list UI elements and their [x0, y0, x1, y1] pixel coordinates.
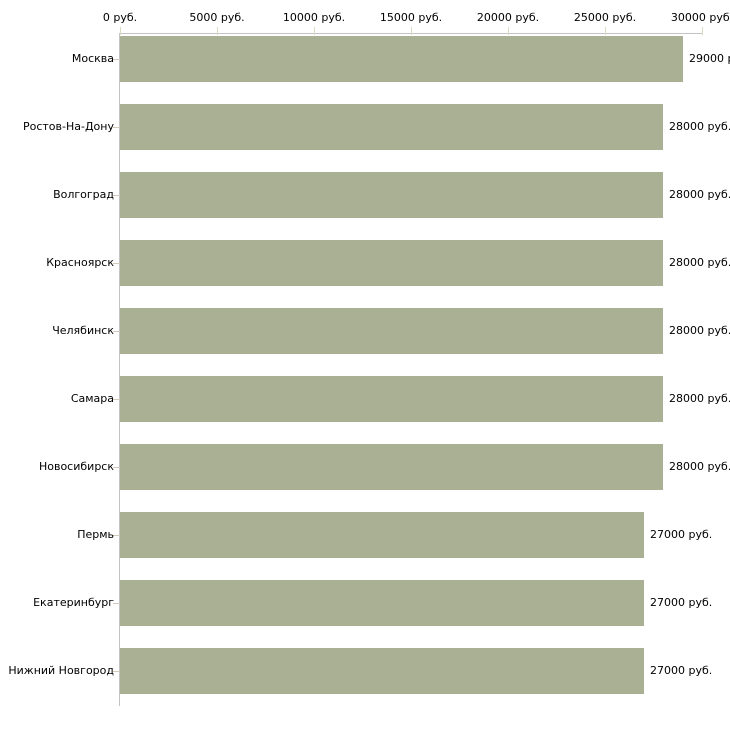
x-axis-tick-mark [314, 27, 315, 35]
bar [120, 444, 663, 490]
x-axis-tick-mark [120, 27, 121, 35]
category-label: Челябинск [52, 324, 114, 337]
x-axis-tick-label: 5000 руб. [189, 11, 245, 24]
x-axis-tick-label: 30000 руб. [670, 11, 730, 24]
bar [120, 240, 663, 286]
category-label: Пермь [77, 528, 114, 541]
category-label: Екатеринбург [33, 596, 114, 609]
bar [120, 104, 663, 150]
x-axis-tick-mark [411, 27, 412, 35]
bar [120, 648, 644, 694]
x-axis-tick-label: 0 руб. [102, 11, 138, 24]
y-axis-line [119, 33, 120, 706]
value-label: 27000 руб. [650, 528, 713, 541]
bar [120, 172, 663, 218]
x-axis-tick-label: 15000 руб. [379, 11, 443, 24]
category-tick-mark [113, 127, 120, 128]
x-axis-tick-mark [217, 27, 218, 35]
category-tick-mark [113, 603, 120, 604]
x-axis-tick-mark [702, 27, 703, 35]
bar [120, 376, 663, 422]
value-label: 27000 руб. [650, 596, 713, 609]
category-tick-mark [113, 535, 120, 536]
category-label: Москва [71, 52, 114, 65]
x-axis-tick-label: 20000 руб. [476, 11, 540, 24]
value-label: 29000 руб. [689, 52, 730, 65]
value-label: 28000 руб. [669, 324, 730, 337]
value-label: 27000 руб. [650, 664, 713, 677]
value-label: 28000 руб. [669, 256, 730, 269]
bar [120, 36, 683, 82]
x-axis-tick-mark [605, 27, 606, 35]
category-label: Самара [70, 392, 114, 405]
category-label: Красноярск [46, 256, 114, 269]
bar [120, 512, 644, 558]
bar [120, 580, 644, 626]
x-axis-tick-mark [508, 27, 509, 35]
value-label: 28000 руб. [669, 120, 730, 133]
x-axis-tick-label: 10000 руб. [282, 11, 346, 24]
category-tick-mark [113, 467, 120, 468]
category-tick-mark [113, 263, 120, 264]
category-label: Новосибирск [38, 460, 114, 473]
category-label: Нижний Новгород [8, 664, 114, 677]
category-tick-mark [113, 331, 120, 332]
category-tick-mark [113, 399, 120, 400]
category-tick-mark [113, 59, 120, 60]
value-label: 28000 руб. [669, 188, 730, 201]
bar [120, 308, 663, 354]
category-label: Ростов-На-Дону [22, 120, 114, 133]
category-label: Волгоград [53, 188, 114, 201]
value-label: 28000 руб. [669, 460, 730, 473]
category-tick-mark [113, 195, 120, 196]
category-tick-mark [113, 671, 120, 672]
value-label: 28000 руб. [669, 392, 730, 405]
x-axis-tick-label: 25000 руб. [573, 11, 637, 24]
